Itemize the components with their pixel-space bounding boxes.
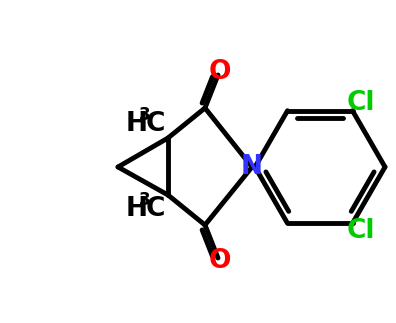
Text: O: O: [209, 59, 231, 85]
Text: H: H: [126, 196, 148, 222]
Text: H: H: [126, 111, 148, 137]
Text: O: O: [209, 248, 231, 274]
Text: C: C: [146, 111, 166, 137]
Text: N: N: [241, 154, 263, 180]
Text: 3: 3: [139, 106, 150, 124]
Text: 3: 3: [139, 191, 150, 209]
Text: C: C: [146, 196, 166, 222]
Text: Cl: Cl: [346, 218, 375, 244]
Text: Cl: Cl: [346, 90, 375, 116]
